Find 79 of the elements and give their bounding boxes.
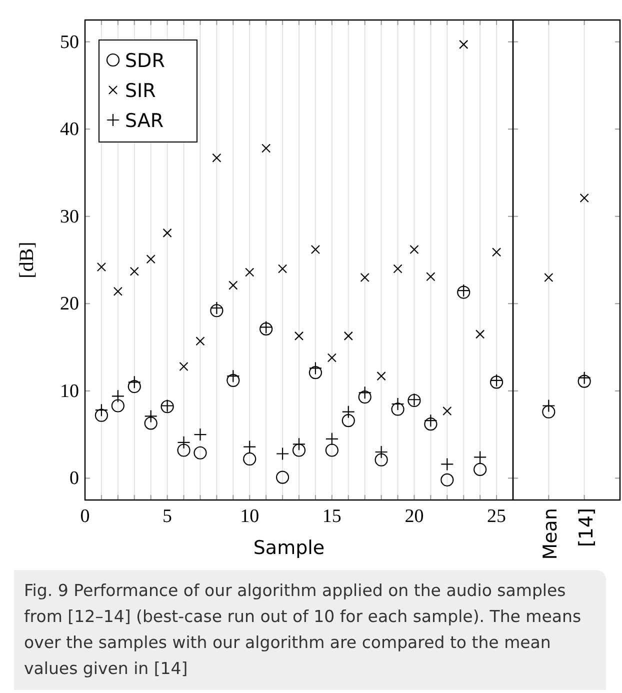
y-tick-label: 0	[70, 468, 79, 490]
point	[440, 458, 454, 471]
point	[292, 438, 306, 451]
point	[358, 390, 372, 404]
point	[542, 405, 556, 418]
y-tick-label: 20	[60, 294, 79, 315]
y-tick-label: 50	[60, 32, 79, 53]
point	[376, 372, 386, 381]
point	[344, 331, 353, 340]
point	[325, 432, 338, 446]
point	[130, 266, 139, 276]
point	[243, 440, 256, 454]
point	[424, 418, 438, 431]
point	[210, 304, 224, 318]
point	[476, 330, 485, 339]
point	[578, 374, 591, 388]
point	[96, 262, 106, 272]
point	[442, 406, 452, 416]
point	[196, 336, 205, 346]
point	[177, 436, 190, 449]
point	[310, 244, 320, 254]
x-tick-label: [14]	[575, 508, 598, 548]
x-tick-label: 5	[162, 506, 172, 527]
point	[325, 444, 338, 457]
point	[113, 286, 122, 296]
point	[327, 353, 336, 362]
point	[278, 264, 288, 274]
point	[391, 402, 404, 416]
point	[342, 405, 355, 418]
point	[162, 228, 172, 238]
point	[111, 390, 124, 403]
y-axis-title: [dB]	[16, 242, 38, 278]
x-tick-label: 10	[240, 506, 260, 527]
point	[294, 331, 304, 340]
point	[194, 428, 207, 442]
point	[276, 447, 290, 460]
point	[226, 374, 240, 387]
point	[146, 254, 156, 264]
point	[194, 446, 207, 460]
point	[440, 473, 454, 486]
point	[212, 153, 222, 162]
point	[179, 362, 188, 372]
point	[410, 244, 419, 254]
point	[243, 452, 256, 466]
point	[492, 248, 502, 257]
point	[245, 268, 254, 277]
point	[459, 40, 468, 49]
point	[144, 410, 158, 423]
legend-label: SDR	[125, 50, 165, 72]
point	[308, 366, 322, 380]
x-tick-label: 15	[322, 506, 342, 527]
point	[111, 399, 124, 412]
x-tick-label: Mean	[540, 508, 562, 560]
point	[128, 380, 141, 394]
x-axis-title: Sample	[253, 537, 325, 559]
point	[292, 444, 306, 457]
legend-label: SIR	[125, 80, 156, 102]
point	[177, 444, 190, 457]
point	[276, 470, 290, 484]
legend-label: SAR	[125, 110, 164, 132]
point	[342, 414, 355, 428]
y-tick-label: 30	[60, 206, 79, 228]
point	[228, 280, 238, 290]
point	[544, 272, 554, 282]
point	[580, 193, 589, 203]
y-tick-label: 10	[60, 380, 79, 402]
point	[393, 264, 402, 274]
point	[94, 408, 108, 422]
x-tick-label: 20	[404, 506, 424, 527]
point	[360, 272, 370, 282]
point	[262, 144, 271, 153]
point	[474, 450, 487, 464]
y-tick-label: 40	[60, 119, 79, 140]
point	[374, 453, 388, 466]
caption: Fig. 9 Performance of our algorithm applied on the audio samples from [12–14] (best-case run out of 10 for each sample). The means over the samples with our algorithm are compared to the mean values given in [14]	[14, 570, 606, 690]
point	[144, 416, 158, 430]
x-tick-label: 25	[487, 506, 506, 527]
point	[426, 272, 436, 282]
point	[474, 462, 487, 476]
